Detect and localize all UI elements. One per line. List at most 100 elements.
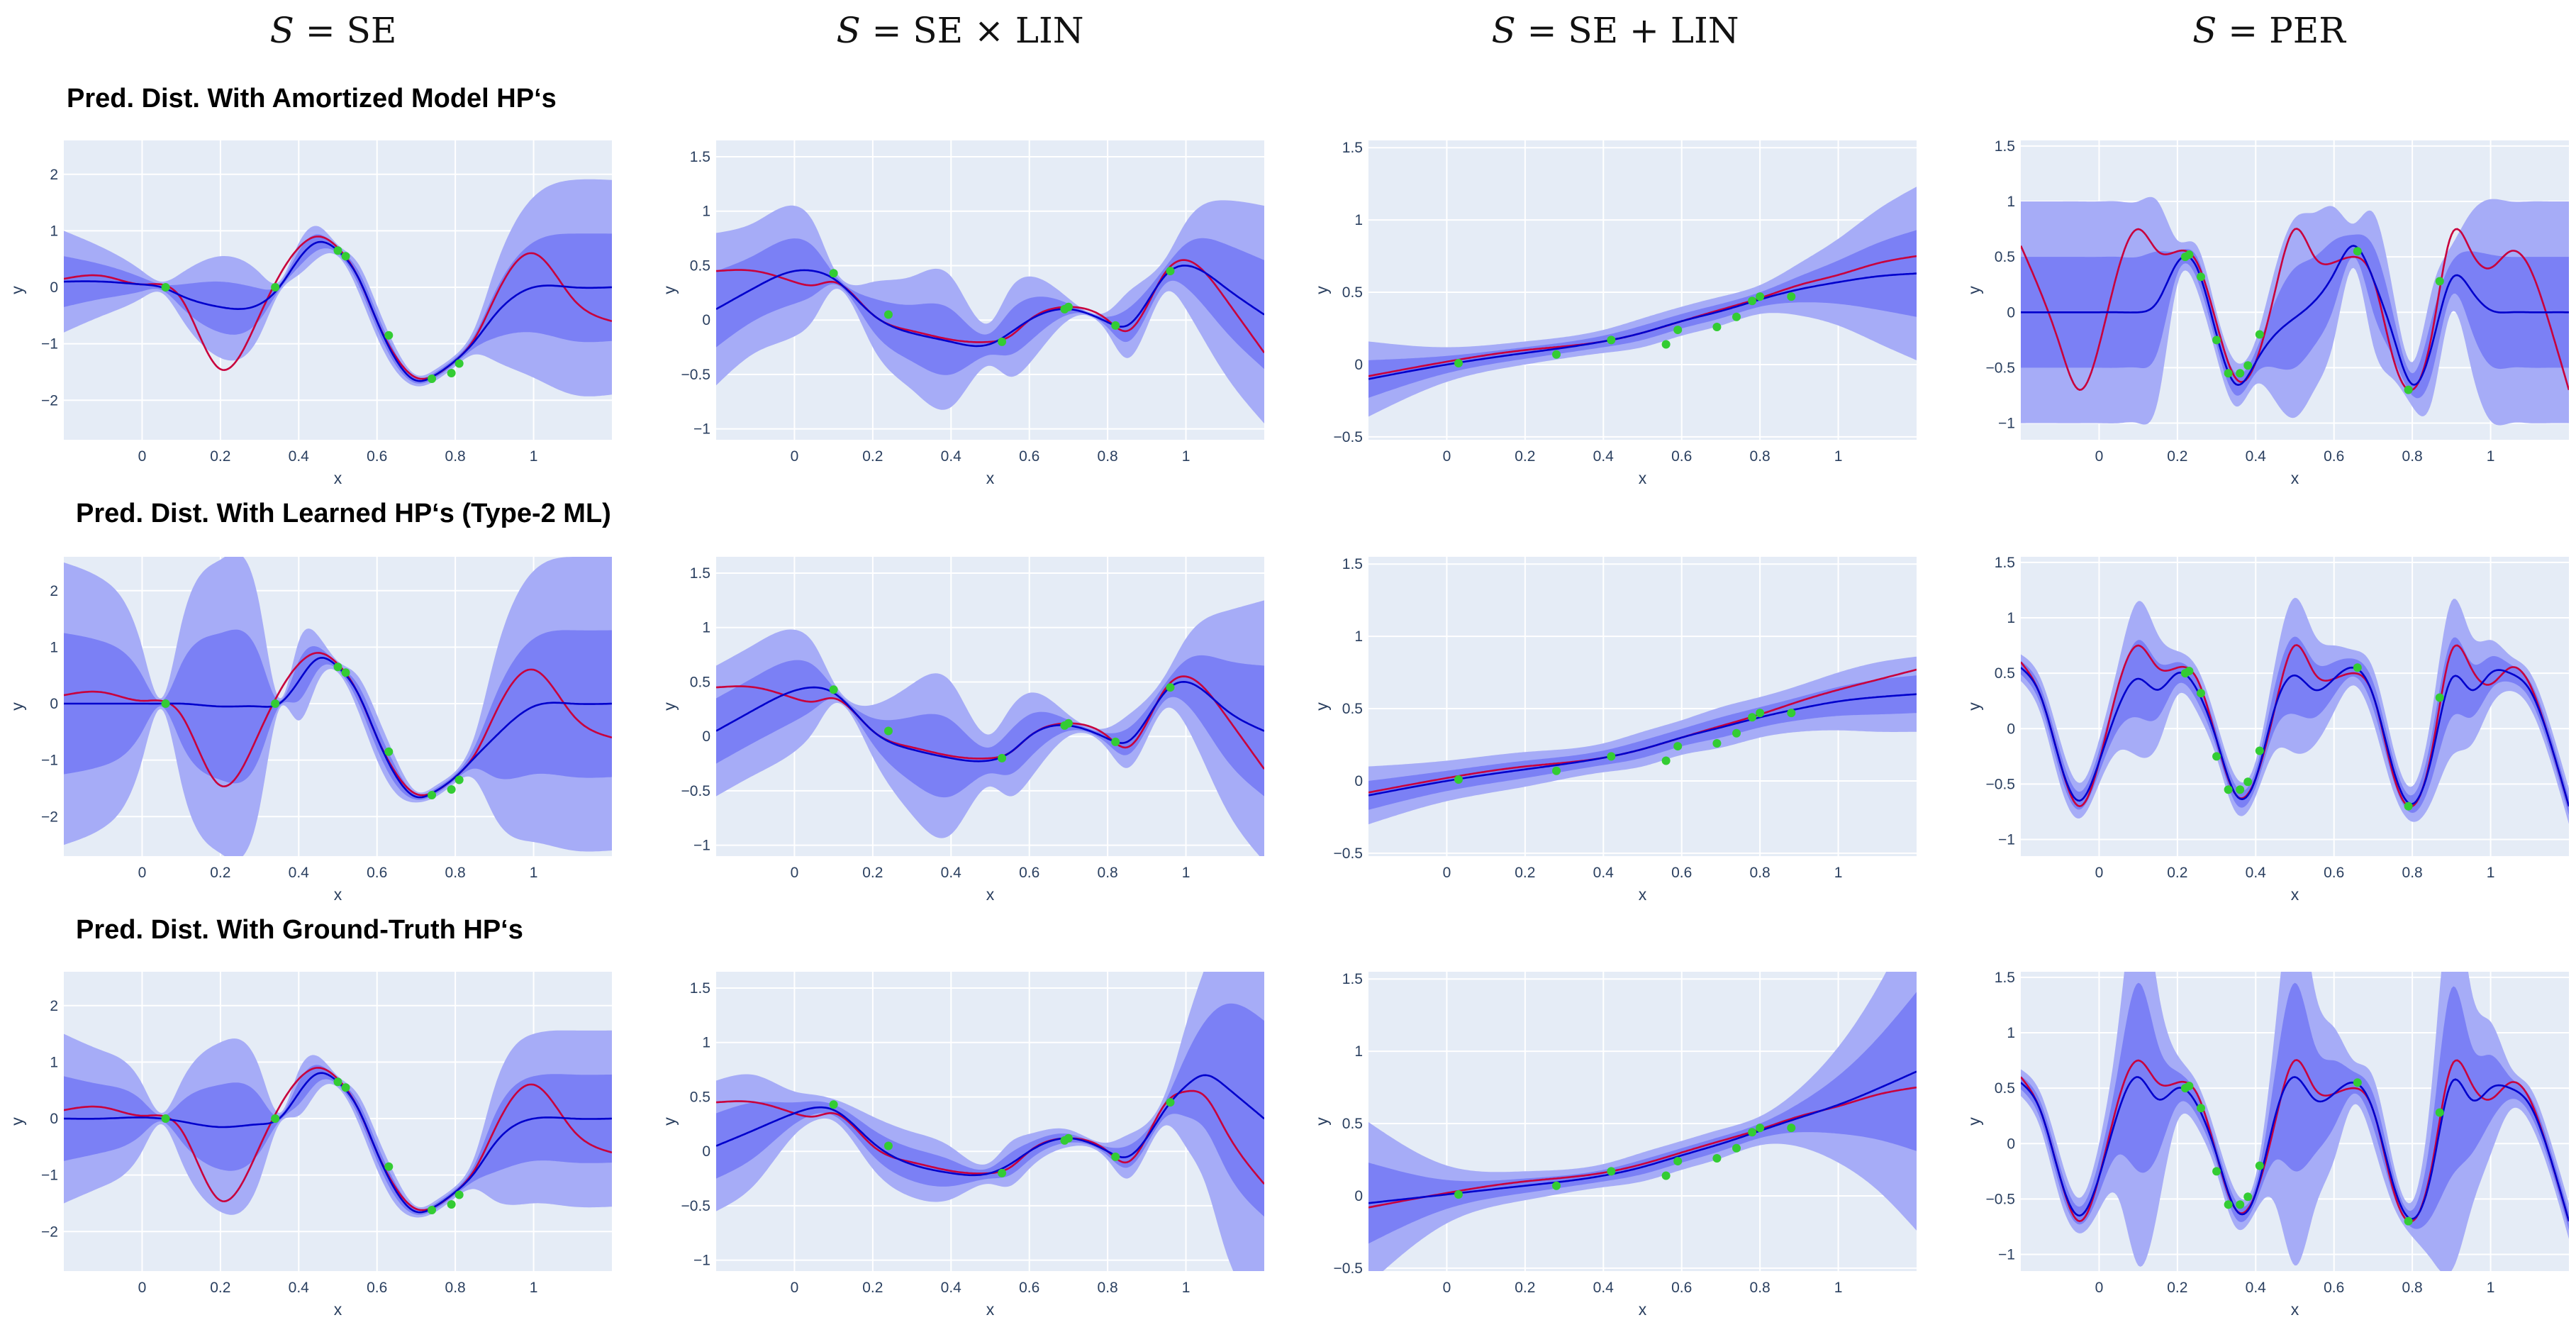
x-tick-label: 0 <box>2095 1280 2104 1296</box>
y-tick-label: 0.5 <box>1342 701 1363 717</box>
confidence-band-outer <box>716 200 1264 423</box>
x-tick-label: 0.2 <box>862 865 883 881</box>
y-tick-label: −0.5 <box>1334 429 1363 445</box>
observation-point <box>161 283 170 292</box>
y-tick-label: −1 <box>41 336 58 353</box>
observation-point <box>271 699 280 709</box>
true-function-line <box>2021 644 2569 808</box>
y-tick-label: −1 <box>41 1168 58 1184</box>
y-tick-label: −0.5 <box>681 783 710 799</box>
x-tick-label: 0 <box>1443 865 1451 881</box>
observation-point <box>2236 369 2245 378</box>
observation-point <box>384 747 394 756</box>
observation-point <box>1607 1167 1616 1176</box>
observation-point <box>1454 1190 1463 1199</box>
predictive-mean-line <box>2021 245 2569 387</box>
observation-point <box>271 1114 280 1124</box>
y-tick-label: 0 <box>1354 1188 1363 1204</box>
observation-point <box>1552 350 1561 359</box>
x-tick-label: 0.4 <box>941 448 962 465</box>
observation-point <box>1673 742 1683 751</box>
x-tick-label: 0.8 <box>445 448 466 465</box>
observation-point <box>1748 1128 1757 1137</box>
observation-point <box>1661 756 1671 765</box>
x-tick-label: 0.4 <box>1593 865 1615 881</box>
observation-point <box>2255 746 2264 755</box>
observation-point <box>2212 1167 2221 1176</box>
x-tick-label: 0 <box>138 1280 147 1296</box>
y-tick-label: 1.5 <box>690 980 710 997</box>
y-tick-label: −1 <box>1998 416 2015 432</box>
observation-point <box>1712 322 1722 331</box>
y-axis-label: y <box>8 286 26 294</box>
x-tick-label: 0.4 <box>1593 448 1615 465</box>
predictive-mean-line <box>2021 1076 2569 1222</box>
x-tick-label: 1 <box>1182 865 1191 881</box>
observation-point <box>333 1077 342 1087</box>
observation-point <box>2243 1192 2253 1202</box>
x-tick-label: 0.2 <box>2167 1280 2187 1296</box>
column-title-se-x-lin: S = SE × LIN <box>836 10 1084 51</box>
confidence-band-inner <box>64 1065 612 1215</box>
y-axis-label: y <box>1965 286 1983 294</box>
confidence-band-outer <box>64 557 612 856</box>
x-axis-label: x <box>1639 885 1647 904</box>
observation-point <box>455 1190 464 1199</box>
observation-point <box>1732 728 1741 738</box>
x-tick-label: 0 <box>2095 865 2104 881</box>
x-tick-label: 0.6 <box>1671 448 1692 465</box>
observation-point <box>428 791 437 800</box>
confidence-band-inner <box>2021 636 2569 816</box>
plot-area <box>2021 140 2569 440</box>
y-tick-label: 1.5 <box>1995 970 2015 986</box>
y-tick-label: 0 <box>702 728 710 745</box>
confidence-band-inner <box>716 1003 1264 1217</box>
y-tick-label: 1.5 <box>1342 971 1363 987</box>
y-tick-label: 0 <box>2007 721 2015 737</box>
x-axis-label: x <box>2291 469 2299 487</box>
observation-point <box>2353 663 2362 672</box>
y-tick-label: 1.5 <box>690 565 710 582</box>
observation-point <box>1732 1143 1741 1153</box>
x-tick-label: 1 <box>2487 448 2495 465</box>
observation-point <box>1607 336 1616 345</box>
observation-point <box>829 269 838 278</box>
x-tick-label: 0.6 <box>2324 448 2344 465</box>
x-tick-label: 0.2 <box>862 1280 883 1296</box>
confidence-band-inner <box>716 238 1264 375</box>
plot-area <box>64 557 612 856</box>
y-tick-label: 1 <box>50 639 58 655</box>
y-tick-label: −1 <box>41 753 58 769</box>
y-tick-label: 0 <box>2007 1136 2015 1152</box>
x-tick-label: 1 <box>530 1280 538 1296</box>
observation-point <box>447 369 456 378</box>
x-tick-label: 0.4 <box>289 865 310 881</box>
chart-r1c1: 0 0.2 0.4 0.6 0.8 1 −1 −0.5 0 0.5 1 1.5 x y <box>660 557 1264 904</box>
observation-point <box>1111 321 1120 330</box>
observation-point <box>2435 277 2444 286</box>
x-tick-label: 0.8 <box>1750 865 1771 881</box>
observation-point <box>1673 326 1683 335</box>
confidence-band-outer <box>716 600 1264 856</box>
row-title-ground-truth: Pred. Dist. With Ground-Truth HP‘s <box>76 915 523 945</box>
x-axis-label: x <box>986 885 995 904</box>
observation-point <box>1454 358 1463 367</box>
x-tick-label: 0 <box>2095 448 2104 465</box>
y-axis-label: y <box>1312 286 1331 294</box>
y-axis-label: y <box>660 286 679 294</box>
y-tick-label: 1 <box>50 1054 58 1070</box>
x-tick-label: 1 <box>1834 865 1843 881</box>
observation-point <box>2212 336 2221 345</box>
observation-point <box>883 310 893 319</box>
y-tick-label: −0.5 <box>1334 1260 1363 1277</box>
observation-point <box>2435 693 2444 702</box>
confidence-band-inner <box>716 655 1264 798</box>
x-axis-label: x <box>334 469 342 487</box>
plot-area <box>1368 557 1917 856</box>
observation-point <box>2185 1081 2194 1090</box>
x-axis-label: x <box>2291 885 2299 904</box>
x-axis-label: x <box>2291 1300 2299 1319</box>
observation-point <box>161 1114 170 1124</box>
observation-point <box>1166 1098 1175 1107</box>
column-title-se: S = SE <box>269 10 397 51</box>
